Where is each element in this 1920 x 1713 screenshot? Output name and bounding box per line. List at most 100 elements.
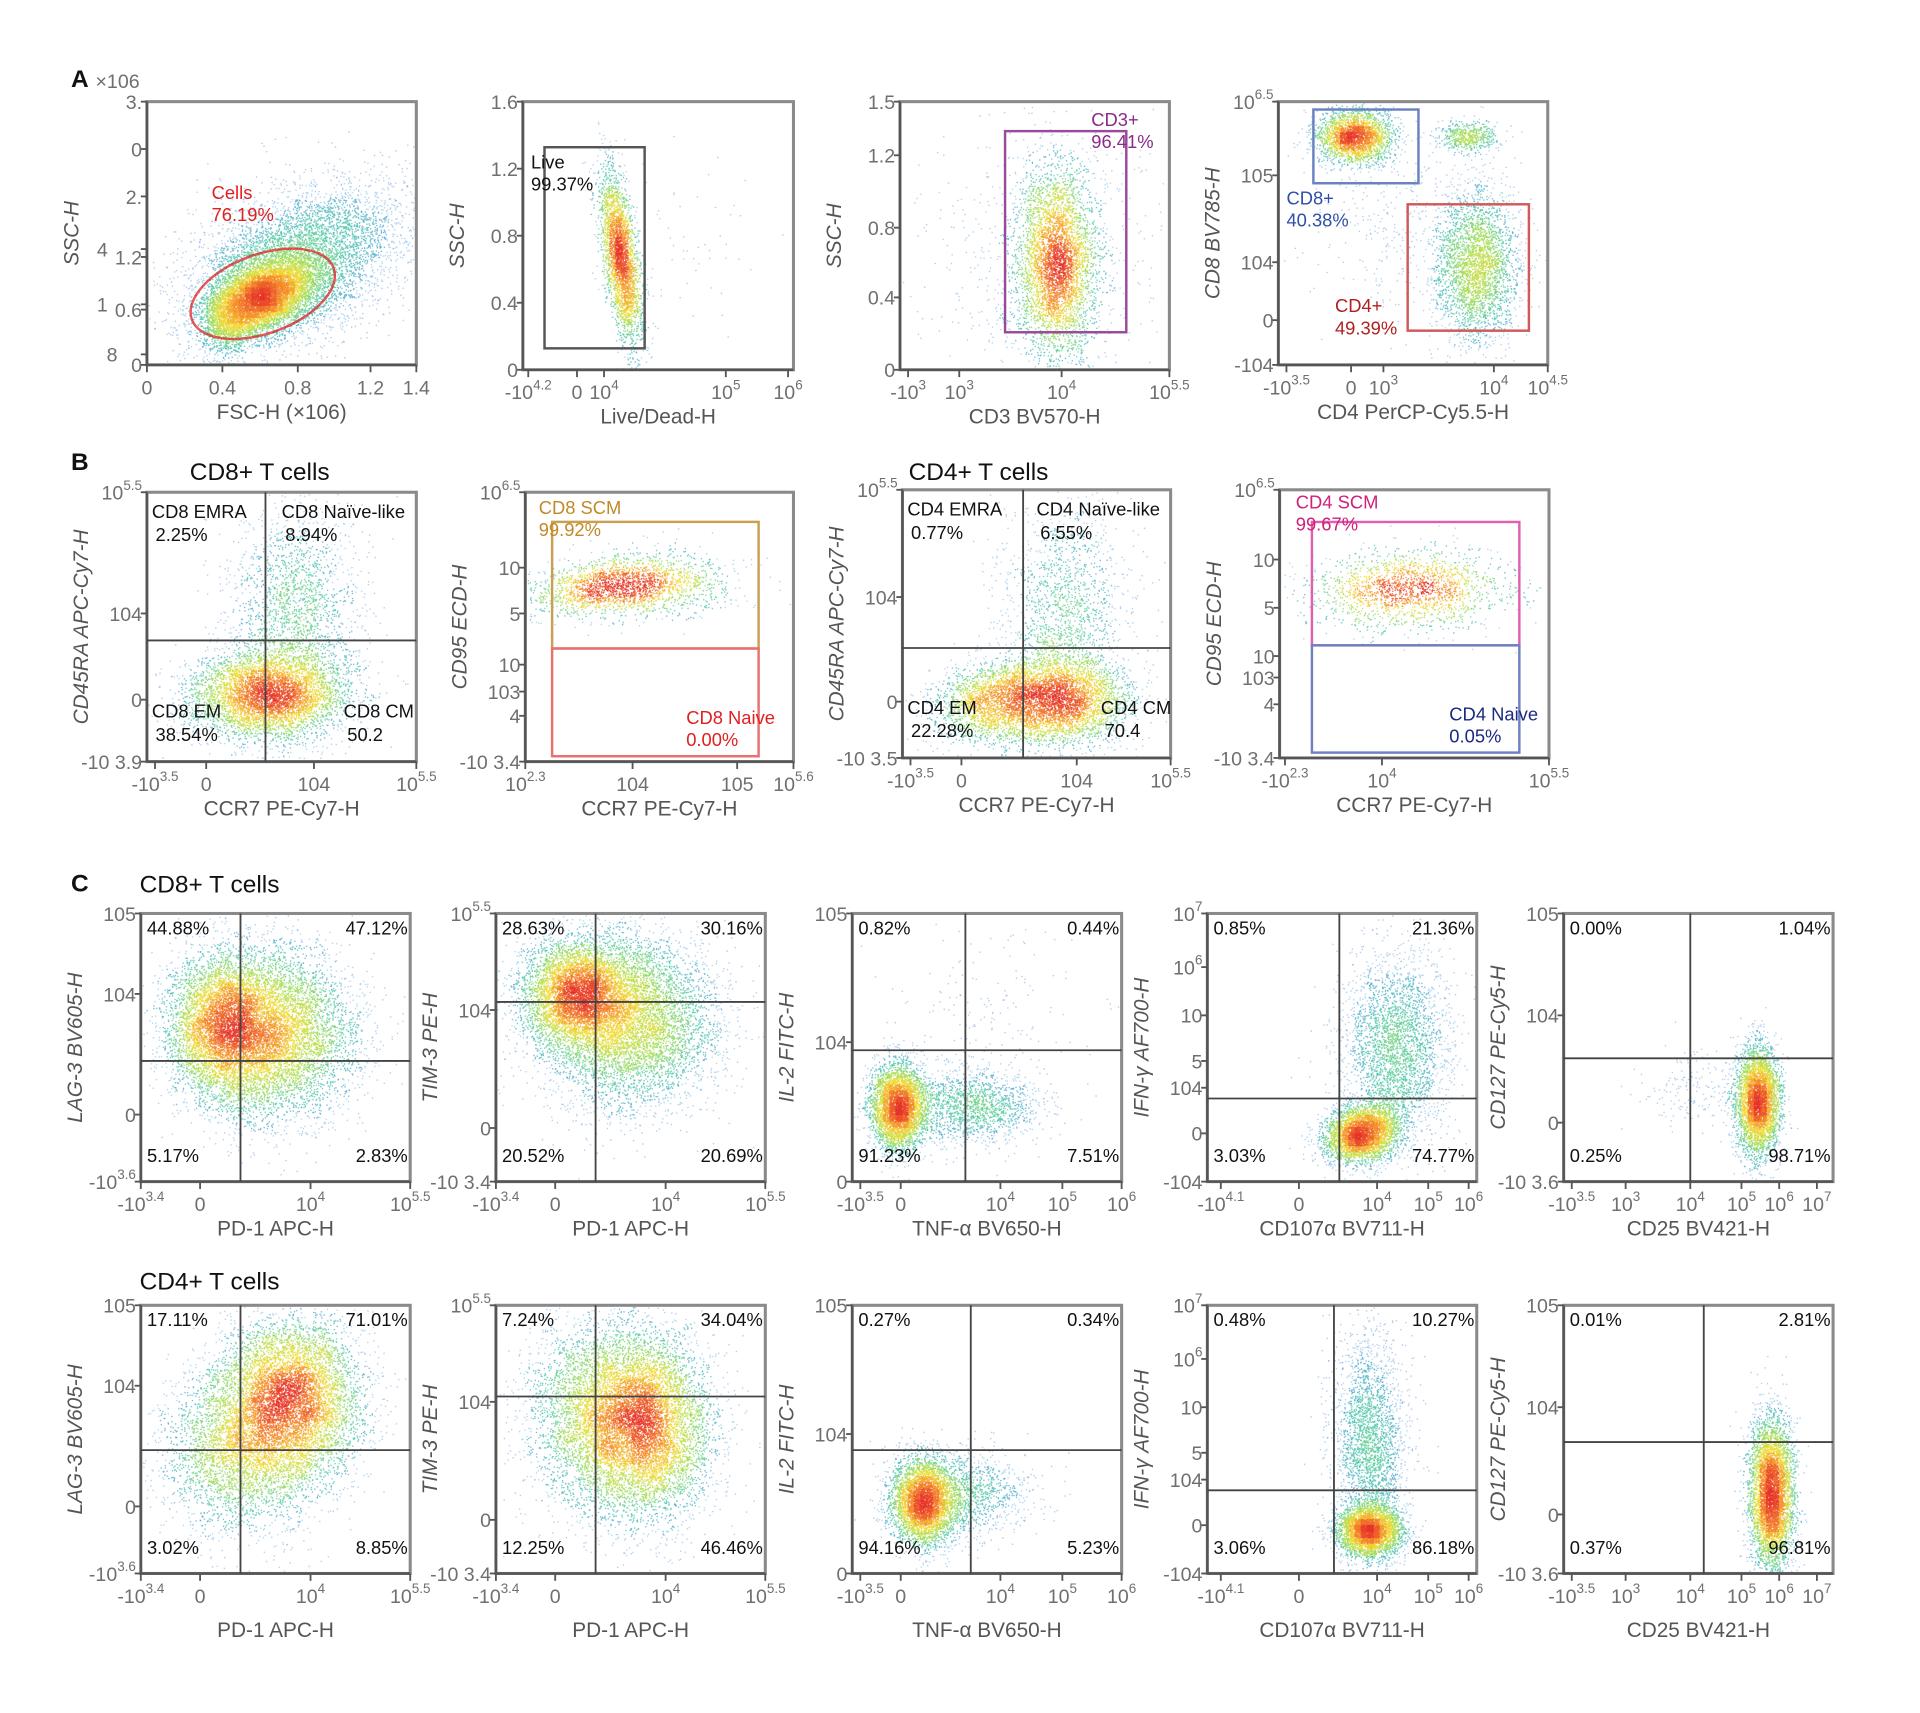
x-tick-label: 104 [1047,377,1077,404]
quadrant-percent-upper-left: 2.25% [156,524,208,545]
x-tick-label: 106 [1765,1581,1794,1608]
y-axis-label: CD95 ECD-H [1203,561,1226,687]
density-scatter-B2 [525,492,794,762]
y-axis-label: SSC-H [446,202,469,268]
quadrant-percent-upper-left: 0.85% [1213,917,1265,938]
quadrant-percent-lower-left: 3.03% [1213,1145,1265,1166]
y-tick-label: 105 [1526,904,1559,926]
x-tick-label: 105.5 [1149,377,1189,404]
y-tick-label: 104 [458,1000,491,1022]
gate-rectangle[interactable] [1310,520,1521,647]
y-axis-label: CD45RA APC-Cy7-H [70,529,93,725]
plot-frame [850,911,1124,1184]
gate-ellipse[interactable] [178,231,347,357]
y-tick-label: 0 [125,1497,136,1519]
x-tick-label: 105.5 [396,769,436,796]
x-tick-label: 104 [651,1581,681,1608]
quadrant-percent-upper-left: 0.00% [1570,917,1622,938]
plot-A4: -103.5 0 103 104 104.5 106.5 105 104 0 -104 CD4 Pe… [1202,87,1568,424]
y-tick-label: 104 [458,1392,491,1414]
x-tick-label: 106 [1107,1581,1136,1608]
y-axis-label: CD127 PE-Cy5-H [1487,965,1510,1130]
gate-name: Live [531,152,565,173]
x-tick-label: 105 [1048,1581,1077,1608]
gate-rectangle[interactable] [1312,108,1420,185]
y-tick-label: 1.6 [491,92,518,114]
gate-name: CD8+ [1286,187,1333,208]
x-tick-label: 105 [721,774,754,796]
x-tick-label: -103.5 [1548,1189,1595,1216]
plot-frame [1562,911,1835,1184]
quadrant-percent-lower-right: 7.51% [1067,1145,1119,1166]
gate-rectangle[interactable] [1003,129,1128,334]
quadrant-percent-lower-left: 94.16% [858,1537,920,1558]
x-axis-label: TNF-α BV650-H [912,1218,1062,1241]
plot-D2: -103.4 0 104 105.5 105.5 104 0 -10 3.4 PD-1 APC-… [419,1291,785,1642]
quadrant-percent-upper-left: 0.77% [911,522,963,543]
x-tick-label: 105 [1048,1189,1077,1216]
quadrant-percent-upper-right: 10.27% [1412,1309,1474,1330]
gate-rectangle[interactable] [550,647,760,758]
gate-rectangle[interactable] [543,145,646,350]
plot-frame [1205,1303,1479,1576]
density-scatter-D1 [140,1305,411,1574]
y-tick-label: 103 [488,682,521,704]
panel-letter-a: A [71,66,89,93]
quadrant-percent-lower-left: 3.06% [1213,1537,1265,1558]
x-tick-label: -103.4 [472,1189,520,1216]
gate-percent: 96.41% [1091,131,1153,152]
x-tick-label: 103 [1611,1581,1640,1608]
y-tick-label: 0 [1548,1113,1559,1135]
x-axis-label: FSC-H (×106) [217,401,347,424]
y-tick-label: 107 [1173,899,1202,926]
y-tick-label: 104 [103,1376,136,1398]
gate-name: CD4+ [1335,295,1382,316]
x-axis-label: CD25 BV421-H [1627,1619,1770,1642]
plot-C1: -103.4 0 104 105.5 105 104 0 -103.6 PD-1 APC-H LA… [64,904,430,1241]
y-tick-label: -10 3.4 [1214,748,1275,770]
y-axis-label: IL-2 FITC-H [775,1384,798,1495]
y-tick-label: -10 3.5 [837,748,898,770]
plot-A3: -103 103 104 105.5 1.5 1.2 0.8 0.4 0 CD3 BV570-H S… [823,92,1189,429]
gate-percent: 49.39% [1335,317,1397,338]
x-tick-label: 106 [1765,1189,1794,1216]
x-tick-label: -104.1 [1197,1581,1244,1608]
y-tick-label: 104 [1170,1078,1203,1100]
y-tick-label: -104 [1163,1172,1202,1194]
plot-frame [139,1303,412,1576]
plot-frame [1562,1303,1835,1576]
y-tick-label: 105.5 [451,1291,491,1318]
y-tick-label: -103.6 [89,1559,136,1586]
gate-percent: 0.00% [686,729,738,750]
x-axis-label: CCR7 PE-Cy7-H [959,794,1115,817]
plot-B3: -103.5 0 104 105.5 105.5 104 0 -10 3.5 CCR7 PE-C… [826,475,1191,816]
x-tick-label: -103.4 [472,1581,520,1608]
quadrant-percent-lower-left: 5.17% [147,1145,199,1166]
gate-rectangle[interactable] [550,520,760,650]
x-tick-label: 104 [1479,372,1509,399]
x-tick-label: 105 [1414,1581,1443,1608]
quadrant-percent-lower-right: 2.83% [356,1145,408,1166]
gate-rectangle[interactable] [1310,644,1521,754]
x-tick-label: 0 [201,774,212,796]
gate-rectangle[interactable] [1406,203,1531,332]
density-scatter-B3 [902,489,1171,758]
y-tick-label: 0 [887,692,898,714]
quadrant-percent-upper-right: 34.04% [701,1309,763,1330]
x-tick-label: 103 [1369,372,1398,399]
quadrant-name-upper-right: CD4 Naïve-like [1037,499,1160,520]
y-tick-label: 0 [131,355,142,377]
y-tick-label: 5 [1192,1051,1203,1073]
x-tick-label: -104.2 [505,377,552,404]
density-scatter-D5 [1563,1305,1834,1574]
x-tick-label: 0.4 [209,377,236,399]
y-axis-label: TIM-3 PE-H [419,992,442,1103]
row-title-b-cd8: CD8+ T cells [190,459,330,486]
plot-frame [139,911,412,1184]
y-axis-label: CD95 ECD-H [449,564,472,690]
x-tick-label: 103 [1611,1189,1640,1216]
